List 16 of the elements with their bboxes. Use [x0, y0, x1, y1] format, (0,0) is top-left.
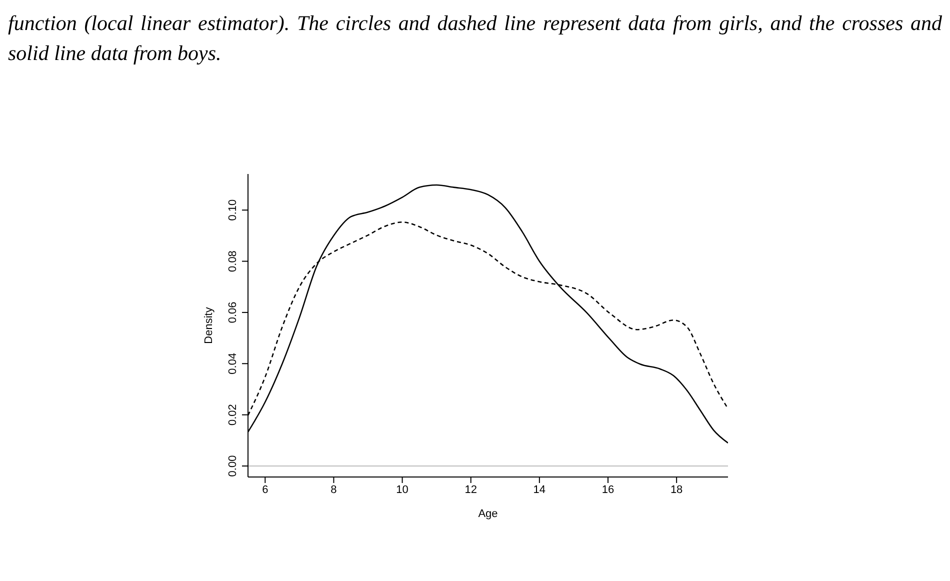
y-tick-label: 0.06 — [227, 302, 239, 324]
x-tick-label: 14 — [533, 484, 546, 496]
y-tick-label: 0.08 — [227, 250, 239, 272]
y-tick-label: 0.00 — [227, 455, 239, 477]
y-tick-label: 0.10 — [227, 199, 239, 221]
x-tick-label: 6 — [262, 484, 268, 496]
x-tick-label: 8 — [330, 484, 337, 496]
x-tick-label: 12 — [464, 484, 477, 496]
y-tick-label: 0.02 — [227, 404, 239, 426]
x-axis-title: Age — [478, 508, 498, 520]
x-tick-label: 18 — [670, 484, 683, 496]
y-tick-label: 0.04 — [227, 352, 239, 374]
x-tick-label: 16 — [602, 484, 614, 496]
x-tick-label: 10 — [396, 484, 408, 496]
caption: function (local linear estimator). The circles and dashed line represent data from girls, and the crosses and solid line data from boys. — [8, 10, 942, 67]
y-axis-title: Density — [202, 306, 215, 344]
